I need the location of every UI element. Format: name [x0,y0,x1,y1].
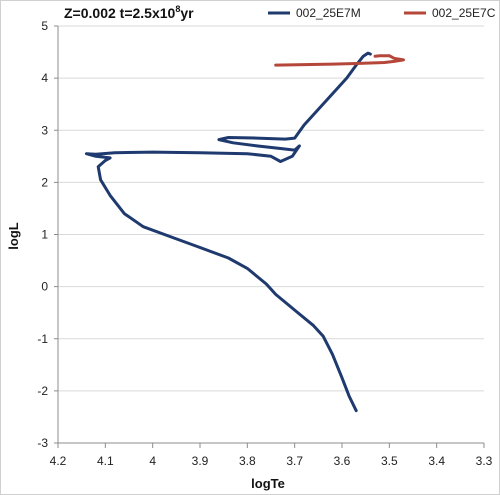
series-line-002-25e7c [274,54,405,67]
x-tick-label: 3.5 [381,454,398,468]
y-tick-label: -1 [37,332,48,346]
x-tick-label: 3.8 [239,454,256,468]
y-tick-label: 3 [41,123,48,137]
y-tick-label: 4 [41,71,48,85]
chart-title: Z=0.002 t=2.5x108yr [64,4,194,21]
series-line-002-25e7m [84,51,372,413]
x-tick-label: 3.9 [192,454,209,468]
chart-title-superscript: 8 [175,4,180,14]
x-tick-label: 3.4 [428,454,445,468]
y-tick-label: -3 [37,436,48,450]
y-tick-label: 0 [41,280,48,294]
y-tick-label: -2 [37,384,48,398]
x-tick-label: 4.1 [97,454,114,468]
x-tick-label: 4 [149,454,156,468]
chart-title-tail: yr [180,5,194,21]
y-tick-label: 1 [41,228,48,242]
x-tick-label: 4.2 [50,454,67,468]
series-layer [84,51,405,413]
y-axis-title: logL [6,222,21,249]
legend: 002_25E7M 002_25E7C [268,6,496,20]
x-axis-title: logTe [251,476,285,491]
x-tick-label: 3.7 [286,454,303,468]
legend-label-002-25e7c: 002_25E7C [432,6,496,20]
legend-label-002-25e7m: 002_25E7M [296,6,361,20]
y-tick-label: 2 [41,175,48,189]
x-tick-label: 3.6 [334,454,351,468]
chart-title-main: Z=0.002 t=2.5x10 [64,5,176,21]
y-tick-label: 5 [41,19,48,33]
axis-layer: -3 -2 -1 0 1 2 3 4 5 4.2 4.1 4 3.9 3.8 3.7 3.6 3.5 3.4 3.3 [37,19,492,468]
x-tick-label: 3.3 [476,454,493,468]
